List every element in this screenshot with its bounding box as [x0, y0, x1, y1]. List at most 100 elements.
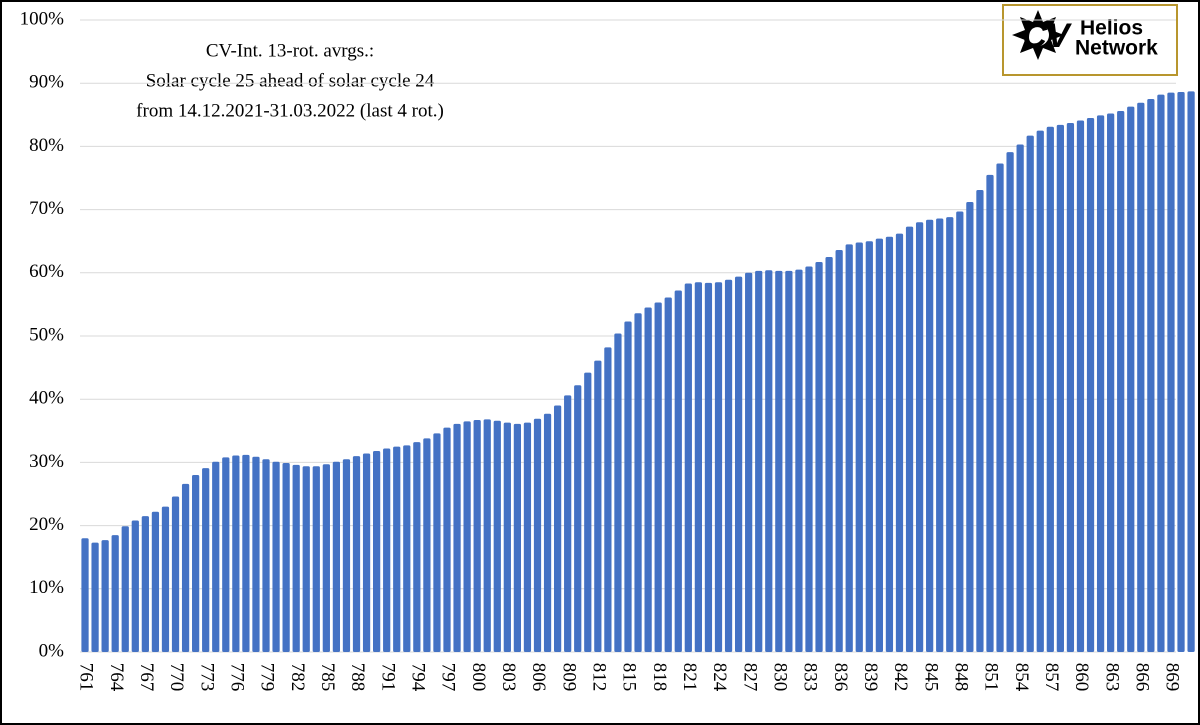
bar — [513, 423, 522, 652]
bar — [694, 282, 703, 652]
bar — [533, 418, 542, 652]
bar — [433, 433, 441, 652]
bar — [302, 466, 310, 652]
x-tick-label: 836 — [830, 663, 851, 692]
bar — [704, 282, 713, 652]
bar — [362, 453, 371, 652]
bar — [976, 190, 984, 652]
x-tick-label: 773 — [196, 663, 217, 692]
bar — [1157, 94, 1165, 653]
bar — [905, 226, 914, 652]
bar — [151, 511, 160, 652]
x-tick-label: 770 — [166, 663, 187, 692]
bar — [292, 464, 300, 652]
x-tick-label: 833 — [800, 663, 821, 692]
x-tick-label: 839 — [860, 663, 881, 692]
bar — [202, 468, 210, 652]
bar — [232, 455, 240, 652]
x-tick-label: 764 — [106, 663, 127, 692]
bar — [443, 427, 451, 652]
x-tick-label: 803 — [498, 663, 519, 692]
x-tick-label: 788 — [347, 663, 368, 692]
bar — [1086, 117, 1095, 652]
bar — [101, 540, 109, 652]
y-tick-label: 90% — [29, 72, 64, 93]
bar — [383, 448, 391, 652]
bar — [614, 333, 622, 652]
x-tick-label: 842 — [890, 663, 911, 692]
y-tick-label: 40% — [29, 388, 64, 409]
bar — [755, 270, 763, 652]
bar — [373, 451, 381, 652]
x-tick-label: 818 — [649, 663, 670, 692]
bar — [946, 217, 954, 652]
x-tick-label: 824 — [709, 663, 730, 692]
bar — [825, 257, 833, 652]
x-tick-label: 830 — [769, 663, 790, 692]
bar — [192, 475, 200, 652]
x-tick-label: 869 — [1162, 663, 1183, 692]
bar — [543, 413, 552, 652]
x-tick-label: 857 — [1041, 663, 1062, 692]
bar — [624, 321, 632, 652]
x-tick-label: 779 — [257, 663, 278, 692]
x-tick-label: 761 — [76, 663, 97, 692]
logo-sun-core — [1027, 24, 1049, 46]
y-tick-label: 70% — [29, 198, 64, 219]
x-tick-label: 866 — [1131, 663, 1152, 692]
bar — [272, 461, 280, 652]
bar — [795, 269, 803, 652]
x-tick-label: 863 — [1101, 663, 1122, 692]
bar — [473, 420, 481, 652]
bar — [1107, 113, 1115, 652]
bar — [765, 270, 773, 652]
bar — [453, 423, 461, 652]
x-tick-label: 776 — [226, 663, 247, 692]
x-tick-label: 767 — [136, 663, 157, 692]
bar — [634, 313, 642, 652]
bar — [1117, 111, 1125, 653]
bar — [1137, 102, 1145, 653]
bar — [252, 456, 260, 652]
x-tick-label: 791 — [377, 663, 398, 692]
y-tick-label: 0% — [39, 640, 65, 661]
bar — [312, 466, 320, 652]
x-tick-label: 851 — [981, 663, 1002, 692]
x-tick-label: 797 — [438, 663, 459, 692]
bar — [352, 456, 361, 652]
bar — [463, 421, 471, 652]
x-tick-label: 845 — [920, 663, 941, 692]
logo-text: Helios — [1080, 17, 1143, 40]
bar — [141, 516, 149, 652]
bar — [1036, 130, 1044, 653]
bar — [915, 222, 924, 653]
bar — [895, 233, 904, 652]
bar — [262, 459, 270, 652]
bar — [1056, 124, 1064, 653]
y-tick-label: 100% — [20, 8, 65, 29]
bar — [483, 419, 491, 652]
y-tick-label: 20% — [29, 514, 64, 535]
bar — [242, 454, 250, 652]
logo-mark: CV — [1022, 17, 1073, 55]
title-line: from 14.12.2021-31.03.2022 (last 4 rot.) — [136, 100, 444, 121]
x-tick-label: 812 — [588, 663, 609, 692]
bar — [835, 250, 843, 652]
bar — [875, 238, 883, 652]
title: CV-Int. 13-rot. avrgs.: Solar cycle 25 a… — [136, 40, 444, 121]
x-tick-label: 782 — [287, 663, 308, 692]
bar — [503, 422, 511, 652]
x-tick-label: 809 — [558, 663, 579, 692]
bar — [775, 270, 783, 652]
bar — [564, 395, 572, 652]
y-tick-label: 80% — [29, 135, 64, 156]
bar — [604, 347, 612, 652]
bar — [1016, 144, 1024, 652]
x-tick-label: 800 — [468, 663, 489, 692]
bar — [553, 405, 562, 652]
x-tick-label: 785 — [317, 663, 338, 692]
bar — [865, 241, 873, 652]
x-tick-label: 827 — [739, 663, 760, 692]
bar — [423, 438, 431, 652]
